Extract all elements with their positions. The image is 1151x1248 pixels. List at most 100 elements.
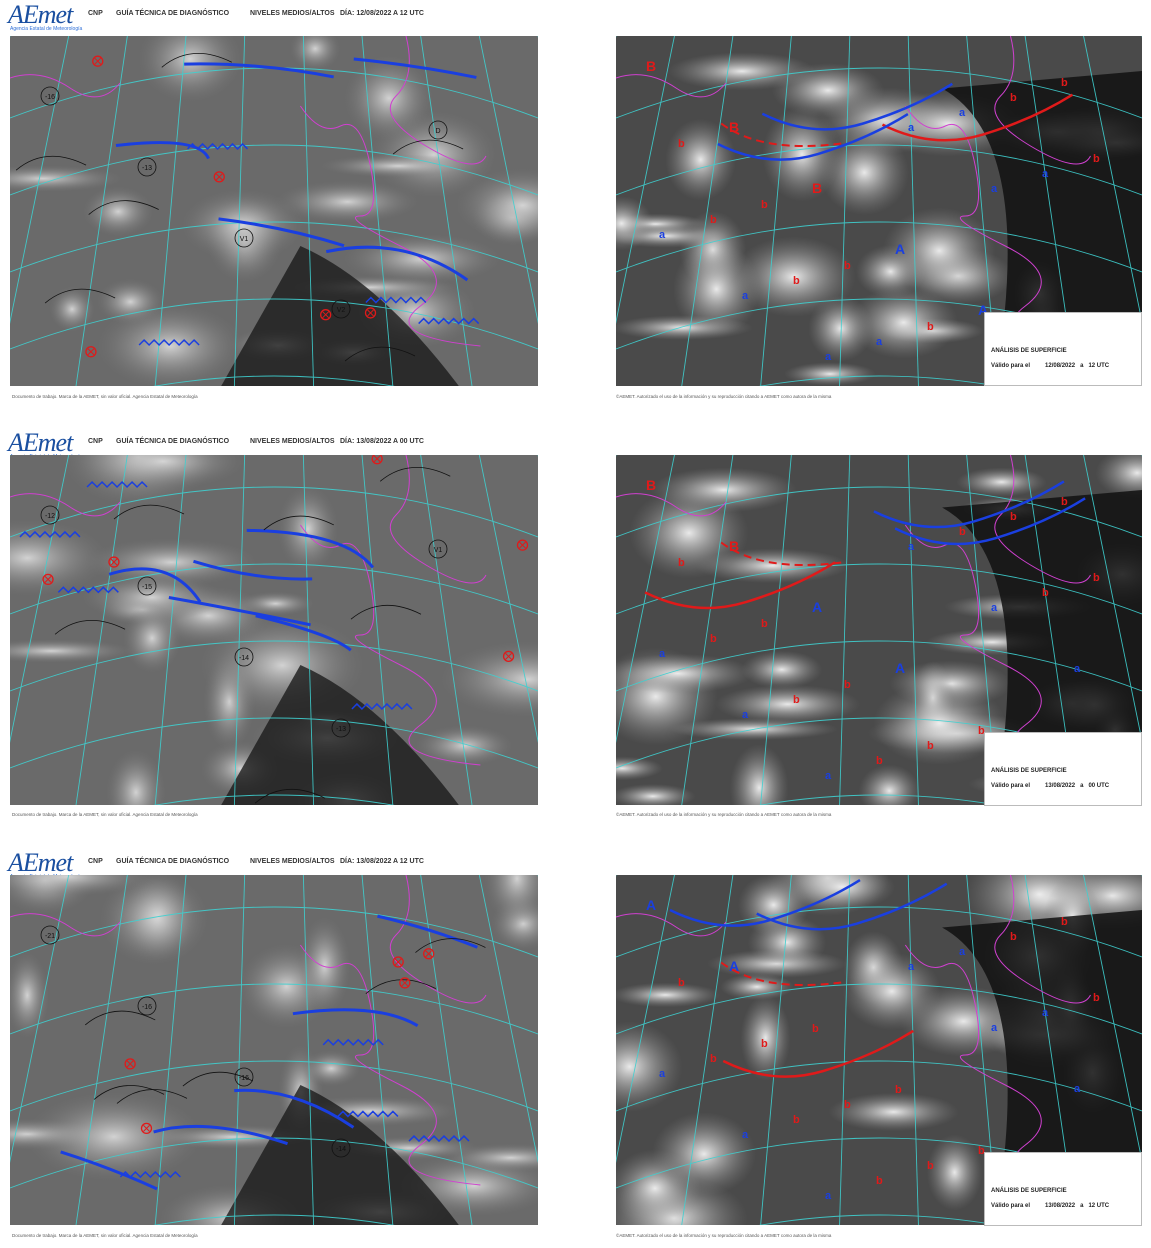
cloud-area (10, 875, 156, 897)
map-canvas: -16 -13 V1 V2 D (10, 36, 538, 386)
cloud-area (275, 180, 420, 223)
coastline (389, 36, 487, 165)
flow-arrow (88, 200, 159, 215)
aemet-logo: AEmet (8, 848, 73, 877)
cloud-area (289, 36, 341, 72)
cloud-area (1095, 455, 1142, 500)
weather-front (756, 882, 948, 931)
cloud-area (926, 1134, 983, 1211)
deformation-zone (337, 1110, 399, 1118)
cloud-area (106, 749, 166, 805)
high-pressure-label: a (991, 602, 998, 614)
surface-legend-1: ANÁLISIS DE SUPERFICIE Válido para el 12… (984, 312, 1142, 386)
header-cnp: CNP (88, 438, 103, 445)
high-pressure-label: a (908, 961, 915, 973)
cloud-area (49, 286, 95, 332)
weather-front (717, 112, 909, 161)
coastline (299, 944, 481, 1186)
cloud-area (79, 455, 247, 490)
flow-arrow (15, 155, 87, 171)
cloud-area (84, 538, 259, 587)
weather-front (644, 561, 836, 610)
low-center-icon (92, 55, 104, 67)
cloud-area (842, 952, 942, 1031)
low-pressure-label: b (793, 694, 800, 706)
low-pressure-label: b (844, 1099, 851, 1111)
graticule (616, 875, 1142, 1225)
low-pressure-label: b (1010, 511, 1017, 523)
flow-arrow (116, 1089, 188, 1104)
cloud-area (808, 295, 873, 362)
jet-stream-arrow (184, 62, 334, 79)
coastline (994, 36, 1091, 165)
cloud-area (789, 875, 895, 911)
low-center-icon (502, 650, 515, 663)
surface-legend-2: ANÁLISIS DE SUPERFICIE Válido para el 13… (984, 732, 1142, 806)
low-center-icon (392, 956, 404, 968)
low-pressure-label: b (761, 1038, 768, 1050)
high-pressure-label: a (959, 946, 966, 958)
jet-stream-arrow (108, 567, 202, 603)
flow-arrow (365, 979, 437, 994)
low-pressure-label: b (978, 725, 985, 737)
coastline (10, 913, 121, 937)
cloud-area (956, 467, 1047, 497)
cloud-area (302, 1050, 361, 1087)
vortex-label: -13 (336, 726, 346, 733)
jet-stream-arrow (246, 528, 375, 569)
trough-line (720, 961, 842, 986)
map-canvas: A Ab b b b b b b b b b b b b a a a a a a a a (616, 875, 1142, 1225)
high-pressure-label: a (876, 336, 883, 348)
low-pressure-label: b (710, 214, 717, 226)
jet-stream-arrow (234, 1088, 355, 1129)
cloud-area (882, 207, 996, 294)
coastline (389, 455, 487, 584)
vortex-label: V1 (240, 236, 249, 243)
vortex-label: D (435, 128, 440, 135)
flow-arrow (263, 515, 334, 531)
cloud-area (122, 602, 182, 674)
vortex-label: -21 (45, 933, 55, 940)
high-pressure-label: A (646, 897, 656, 913)
cloud-area (737, 875, 810, 937)
low-pressure-label: B (812, 180, 822, 196)
high-pressure-label: a (825, 351, 832, 363)
graticule (10, 875, 538, 1225)
flow-arrow (54, 620, 126, 635)
jet-stream-arrow (60, 1150, 158, 1191)
low-pressure-label: b (927, 1160, 934, 1172)
vortex-label: -12 (45, 513, 55, 520)
low-pressure-label: b (927, 740, 934, 752)
low-pressure-label: b (1093, 153, 1100, 165)
deformation-zone (57, 586, 119, 594)
jet-stream-arrow (353, 57, 477, 79)
aemet-logo: AEmet (8, 428, 73, 457)
low-pressure-label: b (1061, 916, 1068, 928)
jet-stream-arrow (325, 245, 469, 282)
vortex-label: -16 (239, 1075, 249, 1082)
footer-left-3: Documento de trabajo. Marca de la AEMET,… (12, 1233, 198, 1238)
cloud-area (616, 196, 654, 251)
weather-front (722, 1029, 914, 1078)
cloud-area (616, 1021, 683, 1113)
low-pressure-label: b (812, 1023, 819, 1035)
cloud-area (720, 973, 794, 1001)
cloud-area (616, 783, 696, 805)
deformation-zone (322, 1038, 384, 1046)
deformation-zone (351, 702, 413, 711)
vortex-label: -15 (142, 584, 152, 591)
low-pressure-label: b (710, 633, 717, 645)
coastline (994, 875, 1091, 1004)
high-pressure-label: A (895, 241, 905, 257)
flow-arrow (415, 938, 486, 953)
cloud-area (665, 118, 736, 201)
low-pressure-label: B (646, 58, 656, 74)
cloud-area (616, 756, 663, 781)
jet-stream-arrow (292, 1008, 419, 1027)
header-guide: GUÍA TÉCNICA DE DIAGNÓSTICO (116, 438, 230, 445)
deformation-zone (119, 1170, 181, 1179)
coastline (616, 74, 727, 98)
low-center-icon (371, 455, 383, 465)
header-guide: GUÍA TÉCNICA DE DIAGNÓSTICO (116, 10, 230, 17)
